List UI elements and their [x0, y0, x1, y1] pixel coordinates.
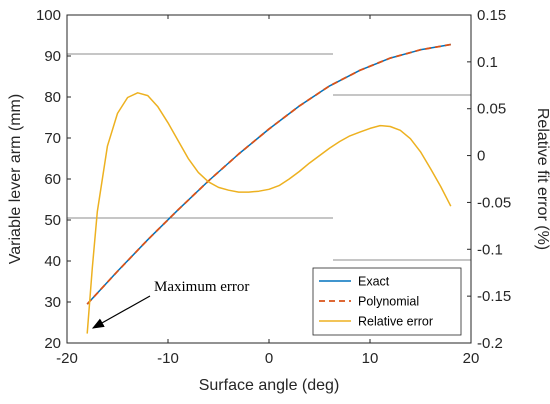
annotation-text: Maximum error	[154, 279, 249, 295]
y2-axis-label: Relative fit error (%)	[534, 108, 550, 250]
y-tick-label: 100	[36, 7, 61, 24]
series-line-2	[86, 92, 452, 334]
series-line-1	[86, 43, 451, 305]
legend-box	[312, 267, 462, 336]
legend-label-1: Polynomial	[358, 295, 419, 309]
y2-tick-label: 0.05	[477, 101, 506, 118]
x-tick-label: 0	[265, 350, 273, 367]
y-axis-ticks: 20 30 40 50 60 70 80 90 100	[36, 7, 71, 352]
series-layer	[86, 43, 452, 334]
y-tick-label: 40	[44, 253, 61, 270]
y2-tick-label: -0.05	[477, 194, 511, 211]
y-tick-label: 90	[44, 48, 61, 65]
y2-tick-label: -0.15	[477, 288, 511, 305]
x-tick-label: -20	[56, 350, 78, 367]
legend: Exact Polynomial Relative error	[312, 267, 462, 336]
y2-tick-label: 0.1	[477, 54, 498, 71]
x-tick-label: -10	[157, 350, 179, 367]
annotation: Maximum error	[91, 279, 249, 329]
y2-tick-label: 0	[477, 148, 485, 165]
y-tick-label: 80	[44, 89, 61, 106]
y2-axis-ticks: -0.2 -0.15 -0.1 -0.05 0 0.05 0.1 0.15	[467, 7, 511, 352]
x-tick-label: 20	[463, 350, 480, 367]
x-axis-label: Surface angle (deg)	[199, 377, 340, 394]
y2-tick-label: -0.2	[477, 335, 503, 352]
y-tick-label: 50	[44, 212, 61, 229]
x-tick-label: 10	[362, 350, 379, 367]
y-tick-label: 70	[44, 130, 61, 147]
legend-label-0: Exact	[358, 275, 390, 289]
legend-label-2: Relative error	[358, 315, 433, 329]
y-tick-label: 60	[44, 171, 61, 188]
y2-tick-label: -0.1	[477, 241, 503, 258]
y-tick-label: 30	[44, 294, 61, 311]
y-axis-label: Variable lever arm (mm)	[7, 94, 24, 264]
x-axis-ticks: -20 -10 0 10 20	[56, 15, 479, 367]
y-tick-label: 20	[44, 335, 61, 352]
annotation-arrow	[91, 295, 151, 329]
y2-tick-label: 0.15	[477, 7, 506, 24]
